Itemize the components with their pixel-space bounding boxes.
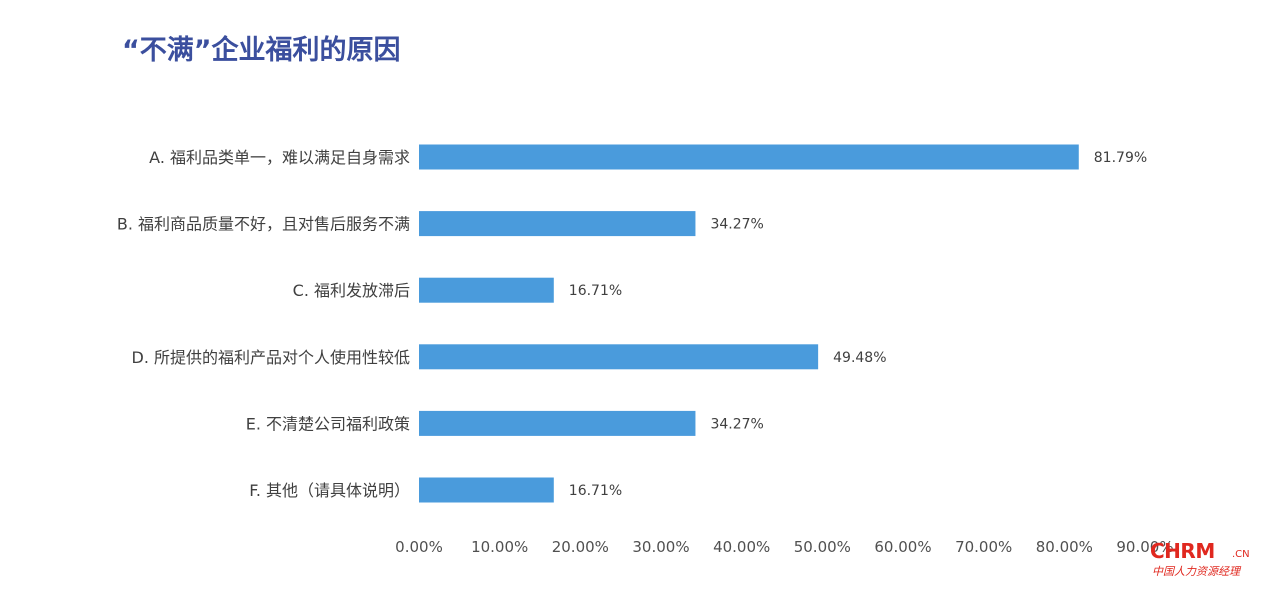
logo-main-text: CHRM bbox=[1150, 539, 1215, 563]
category-label: C. 福利发放滞后 bbox=[293, 281, 410, 300]
bar bbox=[419, 277, 554, 303]
x-tick-label: 40.00% bbox=[713, 538, 770, 556]
bar bbox=[419, 410, 696, 436]
category-label: F. 其他（请具体说明） bbox=[249, 481, 410, 500]
category-label: E. 不清楚公司福利政策 bbox=[246, 414, 410, 433]
bar bbox=[419, 344, 819, 370]
value-label: 16.71% bbox=[569, 483, 622, 499]
x-tick-label: 70.00% bbox=[955, 538, 1012, 556]
bar bbox=[419, 211, 696, 237]
value-label: 34.27% bbox=[710, 416, 763, 432]
value-label: 81.79% bbox=[1094, 150, 1147, 166]
x-tick-label: 90.00% bbox=[1116, 538, 1173, 556]
x-tick-label: 20.00% bbox=[552, 538, 609, 556]
x-tick-label: 80.00% bbox=[1036, 538, 1093, 556]
category-label: A. 福利品类单一，难以满足自身需求 bbox=[149, 148, 410, 167]
value-label: 49.48% bbox=[833, 350, 886, 366]
value-label: 16.71% bbox=[569, 283, 622, 299]
logo-suffix-text: .CN bbox=[1232, 549, 1250, 560]
chrm-logo: CHRM .CN 中国人力资源经理 bbox=[1150, 539, 1254, 579]
chart-title: “不满”企业福利的原因 bbox=[122, 35, 401, 66]
x-tick-label: 30.00% bbox=[632, 538, 689, 556]
x-tick-label: 0.00% bbox=[395, 538, 443, 556]
x-tick-label: 10.00% bbox=[471, 538, 528, 556]
category-label: B. 福利商品质量不好，且对售后服务不满 bbox=[117, 215, 410, 234]
x-tick-label: 60.00% bbox=[874, 538, 931, 556]
category-label: D. 所提供的福利产品对个人使用性较低 bbox=[132, 348, 411, 367]
bar bbox=[419, 144, 1079, 170]
logo-sub-text: 中国人力资源经理 bbox=[1152, 565, 1240, 578]
bar bbox=[419, 477, 554, 503]
x-tick-label: 50.00% bbox=[794, 538, 851, 556]
value-label: 34.27% bbox=[710, 217, 763, 233]
